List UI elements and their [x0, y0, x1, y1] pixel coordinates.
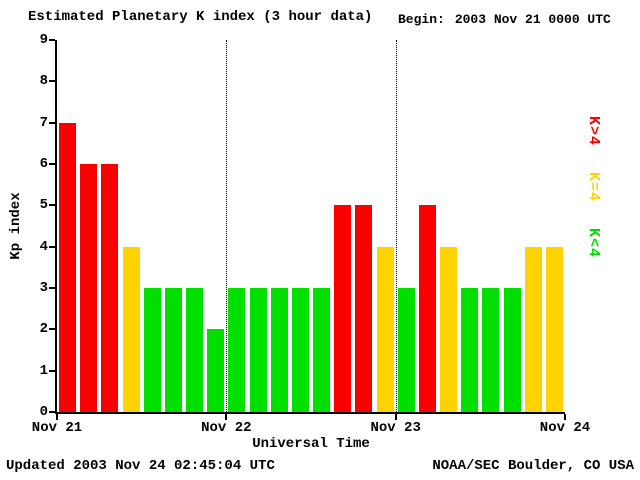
kp-bar [186, 288, 204, 412]
y-tick-label: 2 [39, 321, 48, 338]
kp-bar [355, 205, 373, 412]
x-tick-mark [564, 414, 566, 420]
y-tick-mark [49, 369, 55, 372]
kp-bar [164, 288, 182, 412]
x-tick-label: Nov 23 [370, 420, 421, 436]
y-tick-mark [49, 245, 55, 248]
kp-bar [440, 246, 458, 412]
y-tick-mark [49, 39, 55, 41]
kp-bar [545, 246, 563, 412]
y-tick-mark [49, 121, 55, 124]
legend: K>4 K=4 K<4 [585, 116, 602, 258]
x-tick-mark [394, 414, 397, 420]
kp-bar [122, 246, 140, 412]
kp-bar [503, 288, 521, 412]
kp-bar [143, 288, 161, 412]
y-tick-mark [49, 163, 55, 165]
kp-bar [101, 164, 119, 412]
begin-line: Begin: 2003 Nov 21 0000 UTC [398, 12, 611, 27]
kp-bar [270, 288, 288, 412]
x-tick-label: Nov 21 [31, 420, 83, 436]
kp-bar [461, 288, 479, 412]
kp-bar [59, 122, 77, 412]
x-axis-label: Universal Time [252, 436, 370, 452]
kp-bar [418, 205, 436, 412]
day-separator [226, 40, 228, 412]
y-tick-mark [49, 204, 55, 207]
y-axis-label: Kp index [8, 192, 24, 260]
plot-area [55, 40, 565, 414]
y-tick-label: 8 [39, 73, 48, 90]
y-tick-label: 1 [39, 362, 48, 379]
y-tick-label: 3 [39, 280, 48, 296]
day-separator [395, 40, 397, 412]
kp-bar [482, 288, 500, 412]
y-tick-label: 5 [39, 197, 48, 214]
y-tick-label: 9 [39, 32, 48, 48]
y-tick-mark [49, 287, 55, 289]
kp-bar [376, 246, 394, 412]
kp-bar [334, 205, 352, 412]
legend-item: K=4 [585, 172, 602, 203]
kp-bar [291, 288, 309, 412]
x-tick-label: Nov 24 [539, 420, 591, 436]
chart-title: Estimated Planetary K index (3 hour data… [28, 9, 373, 25]
source-attribution: NOAA/SEC Boulder, CO USA [432, 458, 634, 474]
y-tick-mark [49, 80, 55, 83]
x-tick-mark [56, 414, 58, 420]
y-tick-mark [49, 328, 55, 331]
kp-bar [80, 164, 98, 412]
x-tick-mark [225, 414, 228, 420]
y-tick-label: 7 [39, 114, 48, 131]
y-tick-mark [49, 411, 55, 413]
kp-bar [249, 288, 267, 412]
kp-bar [228, 288, 246, 412]
kp-bar [397, 288, 415, 412]
kp-bar [524, 246, 542, 412]
y-tick-label: 0 [39, 404, 48, 420]
legend-item: K>4 [585, 116, 602, 147]
x-tick-label: Nov 22 [201, 420, 252, 436]
begin-label: Begin: [398, 12, 445, 27]
legend-item: K<4 [585, 228, 602, 259]
y-tick-label: 4 [39, 238, 48, 255]
begin-value: 2003 Nov 21 0000 UTC [454, 12, 611, 27]
kp-bar [207, 329, 225, 412]
updated-timestamp: Updated 2003 Nov 24 02:45:04 UTC [6, 458, 275, 474]
y-tick-label: 6 [39, 156, 48, 172]
kp-bar [313, 288, 331, 412]
